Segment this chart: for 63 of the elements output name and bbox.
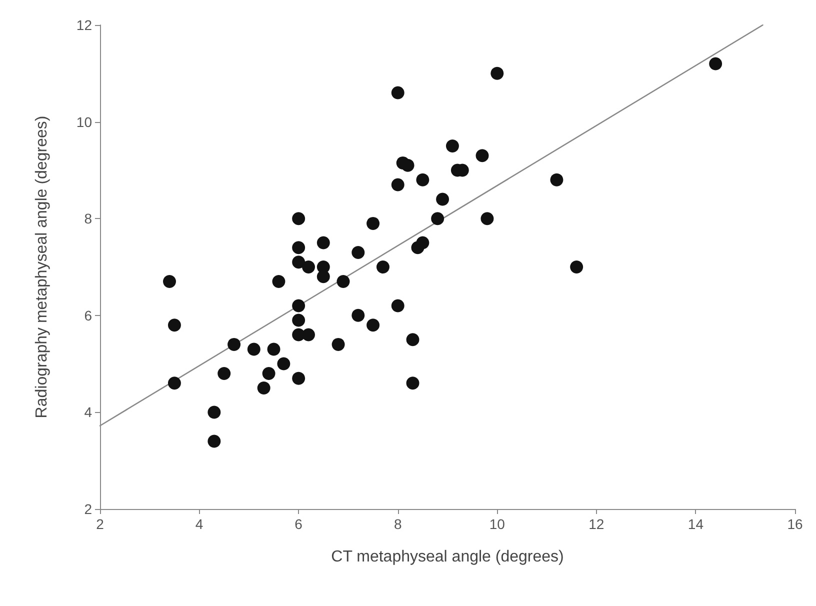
point	[416, 236, 430, 250]
point	[292, 299, 306, 312]
point	[316, 270, 330, 284]
point	[431, 212, 444, 226]
point	[218, 366, 231, 380]
point	[446, 140, 459, 152]
point	[292, 314, 306, 327]
point	[401, 158, 414, 172]
point	[476, 149, 489, 162]
point	[247, 342, 260, 356]
point	[292, 372, 306, 385]
point	[277, 357, 290, 370]
point	[406, 376, 420, 390]
point	[336, 275, 350, 288]
point	[208, 434, 221, 448]
x-tick-label: 14	[688, 516, 704, 532]
point	[391, 86, 404, 100]
x-tick-label: 2	[96, 516, 104, 532]
x-tick-label: 12	[588, 516, 604, 532]
point	[490, 66, 504, 80]
point	[550, 173, 564, 186]
point	[168, 376, 181, 390]
point	[292, 241, 306, 254]
point	[257, 382, 270, 394]
point	[168, 318, 181, 332]
y-tick-label: 4	[84, 404, 92, 420]
y-axis-title: Radiography metaphyseal angle (degrees)	[34, 116, 50, 418]
point	[228, 338, 241, 351]
y-tick-label: 6	[84, 307, 92, 324]
point	[208, 406, 221, 419]
x-tick-label: 4	[195, 516, 204, 532]
x-tick-label: 10	[489, 516, 506, 532]
point	[332, 338, 345, 351]
x-tick-label: 16	[787, 516, 803, 532]
point	[709, 57, 722, 70]
x-tick-label: 8	[394, 516, 402, 532]
point	[292, 256, 306, 269]
y-tick-label: 10	[76, 114, 92, 130]
point	[376, 260, 390, 274]
point	[391, 178, 404, 192]
point	[366, 318, 380, 332]
point	[436, 192, 450, 206]
point	[302, 260, 315, 274]
point	[272, 275, 286, 288]
point	[352, 246, 365, 259]
point	[302, 328, 315, 342]
y-tick-label: 8	[84, 210, 92, 227]
point	[366, 216, 380, 230]
point	[391, 299, 404, 312]
point	[316, 236, 330, 250]
point	[480, 212, 494, 226]
point	[416, 173, 430, 186]
point	[352, 308, 365, 322]
y-tick-label: 2	[84, 501, 92, 517]
point	[292, 212, 306, 226]
point	[570, 260, 584, 274]
point	[163, 275, 176, 288]
point	[262, 366, 276, 380]
point	[406, 333, 420, 346]
x-tick-label: 6	[294, 516, 303, 532]
x-axis-title: CT metaphyseal angle (degrees)	[331, 548, 564, 566]
y-tick-label: 12	[76, 17, 92, 33]
point	[267, 342, 280, 356]
